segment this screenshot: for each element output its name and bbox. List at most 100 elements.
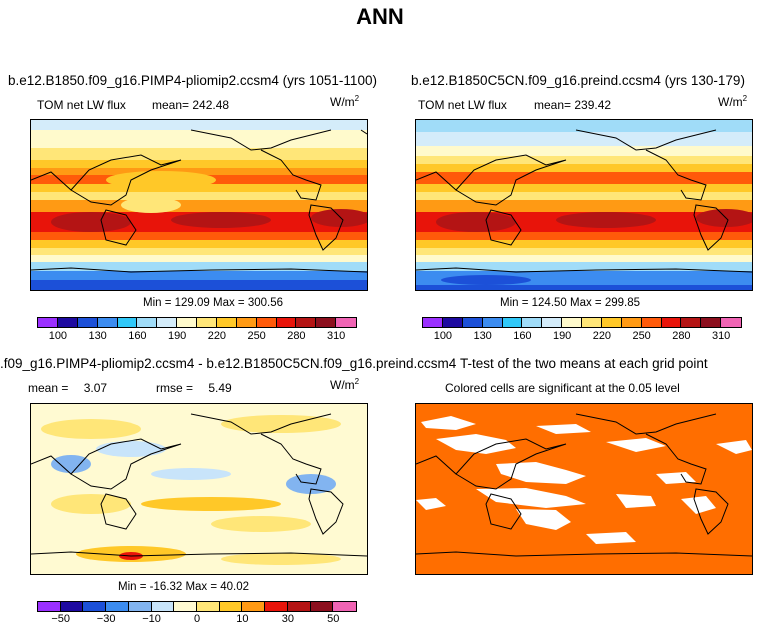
top-left-colorbar-box <box>336 318 356 327</box>
bottom-left-minmax: Min = -16.32 Max = 40.02 <box>118 581 250 593</box>
bottom-left-colorbar-box <box>219 602 243 611</box>
top-left-mean-label: mean= <box>152 98 190 112</box>
top-right-mean-value: 239.42 <box>574 98 612 112</box>
bottom-left-colorbar-box <box>197 602 220 611</box>
top-right-colorbar-box <box>522 318 543 327</box>
top-right-colorbar-box <box>661 318 682 327</box>
top-right-mean-label: mean= <box>534 98 572 112</box>
top-left-colorbar-box <box>137 318 158 327</box>
bottom-left-mean-label: mean = <box>28 381 69 395</box>
top-right-colorbar-box <box>582 318 602 327</box>
bottom-left-map <box>30 403 368 575</box>
top-left-colorbar-box <box>57 318 78 327</box>
top-left-units: W/m2 <box>330 94 359 109</box>
top-right-colorbar-box <box>721 318 741 327</box>
top-right-colorbar-box <box>641 318 662 327</box>
figure-title: ANN <box>356 4 404 29</box>
top-right-colorbar-tick-label: 250 <box>632 330 651 342</box>
top-left-colorbar-box <box>276 318 297 327</box>
bottom-left-colorbar-tick-label: −10 <box>142 613 161 625</box>
bottom-left-map-svg <box>31 404 367 574</box>
top-right-colorbar-box <box>482 318 503 327</box>
bottom-left-colorbar-box <box>333 602 356 611</box>
top-right-colorbar-box <box>601 318 622 327</box>
top-right-minmax: Min = 124.50 Max = 299.85 <box>500 297 641 309</box>
bottom-left-colorbar-tick-label: 30 <box>281 613 294 625</box>
top-left-colorbar-ticks: 100 130 160 190 220 250 280 310 <box>37 330 357 344</box>
top-right-colorbar-tick-label: 130 <box>473 330 492 342</box>
bottom-left-rmse-label: rmse = <box>156 381 194 395</box>
top-right-colorbar-box <box>701 318 722 327</box>
top-right-colorbar-tick-label: 160 <box>513 330 532 342</box>
bottom-left-colorbar-box <box>310 602 334 611</box>
top-left-units-text: W/m <box>330 95 355 109</box>
bottom-left-colorbar-box <box>83 602 107 611</box>
top-right-mean: mean= 239.42 <box>534 98 611 112</box>
bottom-right-map-svg <box>416 404 752 574</box>
top-right-colorbar-tick-label: 100 <box>433 330 453 342</box>
top-left-colorbar-box <box>296 318 317 327</box>
bottom-left-colorbar-tick-label: 50 <box>327 613 340 625</box>
top-left-variable: TOM net LW flux <box>37 98 126 112</box>
bottom-left-units-text: W/m <box>330 378 355 392</box>
top-left-colorbar-box <box>38 318 58 327</box>
bottom-left-mean-value: 3.07 <box>83 381 108 395</box>
top-left-colorbar-tick-label: 250 <box>247 330 266 342</box>
bottom-left-units-exp: 2 <box>354 377 360 386</box>
top-left-map-svg <box>31 120 367 290</box>
top-right-colorbar-box <box>681 318 702 327</box>
bottom-left-colorbar-box <box>242 602 266 611</box>
top-right-colorbar-box <box>502 318 523 327</box>
top-left-mean: mean= 242.48 <box>152 98 229 112</box>
top-left-colorbar-box <box>157 318 178 327</box>
top-right-colorbar-box <box>542 318 563 327</box>
top-left-colorbar-box <box>216 318 237 327</box>
bottom-left-colorbar-box <box>38 602 61 611</box>
top-left-colorbar-box <box>117 318 138 327</box>
top-right-colorbar-tick-label: 220 <box>592 330 612 342</box>
top-left-colorbar-tick-label: 310 <box>326 330 346 342</box>
top-left-minmax: Min = 129.09 Max = 300.56 <box>143 297 284 309</box>
bottom-left-rmse: rmse = 5.49 <box>156 381 232 395</box>
bottom-left-colorbar-box <box>151 602 175 611</box>
top-left-colorbar-box <box>256 318 277 327</box>
top-left-map <box>30 119 368 291</box>
bottom-left-colorbar-box <box>287 602 311 611</box>
bottom-left-colorbar-box <box>106 602 129 611</box>
bottom-left-colorbar-ticks: −50 −30 −10 0 10 30 50 <box>37 613 357 627</box>
bottom-left-mean: mean = 3.07 <box>28 381 107 395</box>
top-left-colorbar-box <box>77 318 98 327</box>
top-right-colorbar <box>422 317 742 328</box>
bottom-left-colorbar-tick-label: −30 <box>96 613 116 625</box>
top-left-colorbar-box <box>97 318 118 327</box>
top-right-colorbar-box <box>621 318 642 327</box>
top-left-colorbar-box <box>177 318 197 327</box>
top-right-colorbar-box <box>423 318 443 327</box>
bottom-left-colorbar-tick-label: 10 <box>236 613 249 625</box>
top-right-units: W/m2 <box>718 94 747 109</box>
bottom-right-map <box>415 403 753 575</box>
top-right-map <box>415 119 753 291</box>
top-left-colorbar-tick-label: 280 <box>287 330 306 342</box>
top-right-colorbar-box <box>462 318 483 327</box>
top-right-colorbar-box <box>442 318 463 327</box>
bottom-left-rmse-value: 5.49 <box>208 381 232 395</box>
bottom-left-colorbar-box <box>174 602 197 611</box>
top-right-variable: TOM net LW flux <box>418 98 507 112</box>
bottom-right-subtitle: Colored cells are significant at the 0.0… <box>445 381 680 395</box>
top-right-colorbar-ticks: 100 130 160 190 220 250 280 310 <box>422 330 742 344</box>
top-left-colorbar-box <box>236 318 257 327</box>
top-left-colorbar-tick-label: 220 <box>207 330 227 342</box>
top-right-units-text: W/m <box>718 95 743 109</box>
top-right-map-svg <box>416 120 752 290</box>
top-left-title: b.e12.B1850.f09_g16.PIMP4-pliomip2.ccsm4… <box>8 73 377 88</box>
top-left-colorbar-box <box>316 318 337 327</box>
top-right-colorbar-tick-label: 310 <box>711 330 731 342</box>
top-right-colorbar-box <box>562 318 582 327</box>
top-right-units-exp: 2 <box>742 94 748 103</box>
bottom-left-colorbar-tick-label: 0 <box>193 613 201 625</box>
bottom-left-colorbar-box <box>128 602 152 611</box>
top-left-colorbar-tick-label: 130 <box>88 330 107 342</box>
top-right-colorbar-tick-label: 190 <box>552 330 572 342</box>
bottom-left-colorbar <box>37 601 357 612</box>
